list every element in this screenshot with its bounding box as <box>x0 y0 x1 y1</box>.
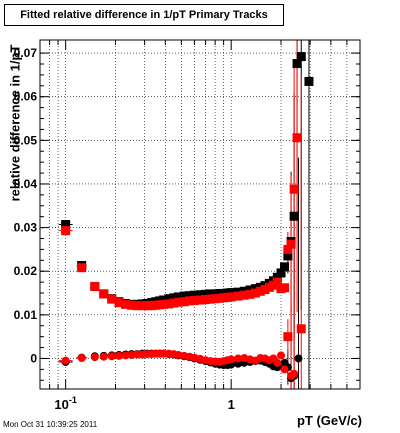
y-tick-label: 0.06 <box>14 90 38 104</box>
data-point <box>195 295 205 305</box>
data-point <box>90 353 99 362</box>
data-point <box>184 296 194 306</box>
data-point <box>173 292 183 302</box>
data-point <box>296 324 306 334</box>
data-point <box>107 294 117 304</box>
data-point <box>61 220 71 230</box>
data-point <box>173 297 183 307</box>
y-tick-label: 0.03 <box>14 221 38 235</box>
data-point <box>114 351 123 360</box>
data-point <box>250 288 260 298</box>
y-tick-label: 0 <box>30 351 37 365</box>
data-point <box>296 52 306 62</box>
grid <box>39 40 361 389</box>
data-point <box>201 295 211 305</box>
data-point <box>292 133 302 143</box>
data-point <box>277 351 286 360</box>
data-point <box>280 365 289 374</box>
data-point <box>206 289 216 299</box>
tick-labels: 0 0.01 0.02 0.03 0.04 0.05 0.06 0.07 10-1 1 <box>14 46 235 412</box>
data-point <box>226 292 236 302</box>
data-point <box>169 293 179 303</box>
data-point <box>283 244 293 254</box>
data-point <box>289 184 299 194</box>
plot-frame <box>39 39 361 390</box>
data-point <box>137 301 147 311</box>
data-point <box>280 262 290 272</box>
y-tick-label: 0.02 <box>14 264 38 278</box>
data-point <box>61 356 70 365</box>
y-tick-label: 0.04 <box>14 177 38 191</box>
data-point <box>132 301 142 311</box>
y-tick-label: 0.01 <box>14 308 38 322</box>
plot-frame-rect <box>39 39 361 390</box>
data-point <box>164 294 174 304</box>
data-point <box>189 295 199 305</box>
data-point <box>290 369 299 378</box>
data-point <box>201 289 211 299</box>
data-point <box>227 355 236 364</box>
data-point <box>273 358 282 367</box>
data-point <box>280 283 290 293</box>
data-point <box>195 290 205 300</box>
data-point <box>245 289 255 299</box>
data-point <box>158 299 168 309</box>
data-point <box>283 332 293 342</box>
y-tick-label: 0.05 <box>14 133 38 147</box>
data-point <box>114 298 124 308</box>
data-point <box>90 281 100 291</box>
data-point <box>272 277 282 287</box>
data-point <box>292 59 302 69</box>
data-point <box>127 300 137 310</box>
data-point <box>234 354 243 363</box>
y-axis-label: relative difference in 1/pT <box>7 44 23 202</box>
data-point <box>255 286 265 296</box>
data-point <box>239 290 249 300</box>
data-point <box>189 290 199 300</box>
chart-title-box: Fitted relative difference in 1/pT Prima… <box>4 4 284 26</box>
axis-ticks <box>39 40 361 389</box>
data-point <box>99 352 108 361</box>
data-point <box>107 352 116 361</box>
data-point <box>206 294 216 304</box>
data-point <box>99 289 109 299</box>
x-axis-label: pT (GeV/c) <box>296 413 362 428</box>
x-tick-label: 10-1 <box>54 395 76 412</box>
data-point <box>283 251 293 261</box>
data-point <box>77 263 87 273</box>
data-point <box>169 298 179 308</box>
data-point <box>77 354 86 363</box>
x-tick-label: 1 <box>228 397 235 412</box>
data-point <box>164 299 174 309</box>
data-point <box>289 211 299 221</box>
data-point <box>304 76 314 86</box>
data-point <box>294 354 303 363</box>
y-axis-label-box: relative difference in 1/pT <box>7 34 23 212</box>
error-bars <box>58 40 310 389</box>
data-point <box>179 297 189 307</box>
timestamp: Mon Oct 31 10:39:25 2011 <box>3 420 98 429</box>
data-point <box>121 351 130 360</box>
data-point <box>276 268 286 278</box>
y-tick-label: 0.07 <box>14 46 38 60</box>
data-points <box>61 52 314 383</box>
data-point <box>179 291 189 301</box>
data-point <box>286 239 296 249</box>
data-point <box>61 226 71 236</box>
data-point <box>121 299 131 309</box>
data-point <box>233 291 243 301</box>
chart-title: Fitted relative difference in 1/pT Prima… <box>20 9 268 21</box>
data-point <box>184 291 194 301</box>
